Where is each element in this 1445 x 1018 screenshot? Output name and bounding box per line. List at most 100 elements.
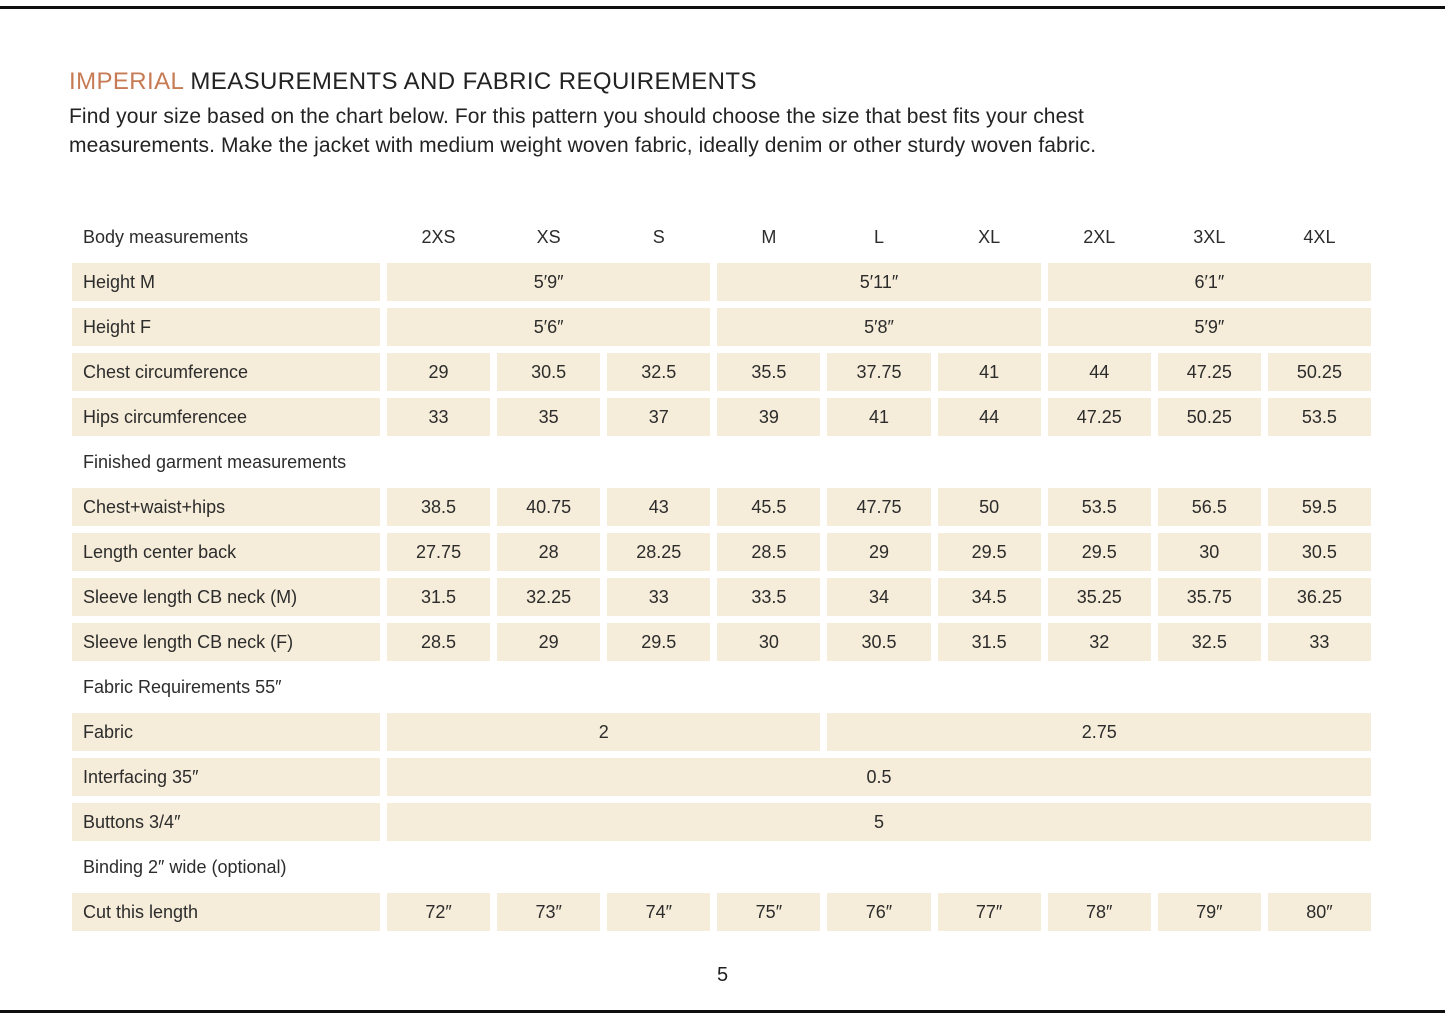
value-cell: 29 bbox=[387, 353, 491, 391]
spanned-value-cell: 5′11″ bbox=[717, 263, 1041, 301]
spanned-value-cell: 5 bbox=[387, 803, 1371, 841]
table-row-cells-15: Cut this length 72″ 73″ 74″ 75″ 76″ 77″ 78″ 79″ 8… bbox=[72, 893, 1371, 931]
value-cell: 38.5 bbox=[387, 488, 491, 526]
value-cell: 59.5 bbox=[1267, 488, 1371, 526]
size-column-header: 2XS bbox=[421, 227, 456, 247]
value-cell: 32.5 bbox=[1157, 623, 1261, 661]
value-cell: 47.25 bbox=[1047, 398, 1151, 436]
table-row-section-14: Binding 2″ wide (optional) bbox=[72, 848, 1371, 886]
value-cell: 37 bbox=[607, 398, 711, 436]
table-row-header-0: Body measurements 2XS XS S M L XL 2XL 3XL 4XL bbox=[72, 218, 1371, 256]
value-cell: 31.5 bbox=[937, 623, 1041, 661]
value-cell: 47.75 bbox=[827, 488, 931, 526]
value-cell: 30 bbox=[1157, 533, 1261, 571]
value-cell: 29.5 bbox=[1047, 533, 1151, 571]
page-title-accent: IMPERIAL bbox=[69, 68, 184, 95]
table-row-section-10: Fabric Requirements 55″ bbox=[72, 668, 1371, 706]
table-row-cells-8: Sleeve length CB neck (M) 31.5 32.25 33 33.5… bbox=[72, 578, 1371, 616]
value-cell: 77″ bbox=[937, 893, 1041, 931]
value-cell: 50.25 bbox=[1157, 398, 1261, 436]
row-label: Fabric bbox=[72, 713, 380, 751]
value-cell: 33 bbox=[607, 578, 711, 616]
value-cell: 41 bbox=[937, 353, 1041, 391]
row-label: Interfacing 35″ bbox=[72, 758, 380, 796]
top-rule bbox=[0, 6, 1445, 9]
row-label: Sleeve length CB neck (F) bbox=[72, 623, 380, 661]
value-cell: 32.25 bbox=[497, 578, 601, 616]
value-cell: 30 bbox=[717, 623, 821, 661]
value-cell: 35 bbox=[497, 398, 601, 436]
intro-paragraph: Find your size based on the chart below.… bbox=[69, 102, 1369, 160]
value-cell: 41 bbox=[827, 398, 931, 436]
value-cell: 44 bbox=[937, 398, 1041, 436]
value-cell: 37.75 bbox=[827, 353, 931, 391]
value-cell: 50.25 bbox=[1267, 353, 1371, 391]
size-column-header: 3XL bbox=[1193, 227, 1226, 247]
value-cell: 30.5 bbox=[1267, 533, 1371, 571]
value-cell: 78″ bbox=[1047, 893, 1151, 931]
value-cell: 35.5 bbox=[717, 353, 821, 391]
table-row-cells-9: Sleeve length CB neck (F) 28.5 29 29.5 30 30.… bbox=[72, 623, 1371, 661]
column-header-label: Body measurements bbox=[83, 227, 249, 247]
value-cell: 40.75 bbox=[497, 488, 601, 526]
value-cell: 56.5 bbox=[1157, 488, 1261, 526]
value-cell: 28.25 bbox=[607, 533, 711, 571]
value-cell: 33.5 bbox=[717, 578, 821, 616]
size-column-header: 4XL bbox=[1303, 227, 1336, 247]
value-cell: 32.5 bbox=[607, 353, 711, 391]
row-label: Length center back bbox=[72, 533, 380, 571]
section-heading: Binding 2″ wide (optional) bbox=[83, 857, 287, 877]
value-cell: 76″ bbox=[827, 893, 931, 931]
value-cell: 29.5 bbox=[937, 533, 1041, 571]
value-cell: 30.5 bbox=[497, 353, 601, 391]
value-cell: 27.75 bbox=[387, 533, 491, 571]
spanned-value-cell: 6′1″ bbox=[1047, 263, 1371, 301]
value-cell: 53.5 bbox=[1047, 488, 1151, 526]
value-cell: 29.5 bbox=[607, 623, 711, 661]
spanned-value-cell: 5′8″ bbox=[717, 308, 1041, 346]
size-column-header: M bbox=[761, 227, 777, 247]
value-cell: 33 bbox=[387, 398, 491, 436]
section-heading: Finished garment measurements bbox=[83, 452, 347, 472]
value-cell: 29 bbox=[497, 623, 601, 661]
value-cell: 74″ bbox=[607, 893, 711, 931]
page-number: 5 bbox=[716, 964, 729, 986]
size-column-header: XS bbox=[536, 227, 561, 247]
value-cell: 36.25 bbox=[1267, 578, 1371, 616]
row-label: Sleeve length CB neck (M) bbox=[72, 578, 380, 616]
spanned-value-cell: 0.5 bbox=[387, 758, 1371, 796]
table-row-cells-7: Length center back 27.75 28 28.25 28.5 29 29.5… bbox=[72, 533, 1371, 571]
value-cell: 28.5 bbox=[387, 623, 491, 661]
size-column-header: L bbox=[873, 227, 884, 247]
value-cell: 28.5 bbox=[717, 533, 821, 571]
bottom-rule bbox=[0, 1010, 1445, 1013]
section-heading: Fabric Requirements 55″ bbox=[83, 677, 282, 697]
intro-line-2: measurements. Make the jacket with mediu… bbox=[69, 134, 1097, 157]
table-row-span-13: Buttons 3/4″ 5 bbox=[72, 803, 1371, 841]
row-label: Height F bbox=[72, 308, 380, 346]
value-cell: 53.5 bbox=[1267, 398, 1371, 436]
value-cell: 32 bbox=[1047, 623, 1151, 661]
page-title-rest: MEASUREMENTS AND FABRIC REQUIREMENTS bbox=[183, 68, 757, 95]
value-cell: 31.5 bbox=[387, 578, 491, 616]
size-column-header: S bbox=[652, 227, 665, 247]
table-row-cells-4: Hips circumferencee 33 35 37 39 41 44 47.25 50.2… bbox=[72, 398, 1371, 436]
value-cell: 28 bbox=[497, 533, 601, 571]
size-column-header: 2XL bbox=[1083, 227, 1116, 247]
value-cell: 72″ bbox=[387, 893, 491, 931]
row-label: Height M bbox=[72, 263, 380, 301]
intro-line-1: Find your size based on the chart below.… bbox=[69, 105, 1084, 128]
value-cell: 73″ bbox=[497, 893, 601, 931]
spanned-value-cell: 2 bbox=[387, 713, 821, 751]
value-cell: 34 bbox=[827, 578, 931, 616]
table-row-cells-6: Chest+waist+hips 38.5 40.75 43 45.5 47.75 50 53… bbox=[72, 488, 1371, 526]
value-cell: 34.5 bbox=[937, 578, 1041, 616]
row-label: Hips circumferencee bbox=[72, 398, 380, 436]
table-row-section-5: Finished garment measurements bbox=[72, 443, 1371, 481]
table-row-span-11: Fabric 2 2.75 bbox=[72, 713, 1371, 751]
row-label: Chest+waist+hips bbox=[72, 488, 380, 526]
row-label: Buttons 3/4″ bbox=[72, 803, 380, 841]
spanned-value-cell: 5′6″ bbox=[387, 308, 711, 346]
value-cell: 43 bbox=[607, 488, 711, 526]
value-cell: 35.75 bbox=[1157, 578, 1261, 616]
